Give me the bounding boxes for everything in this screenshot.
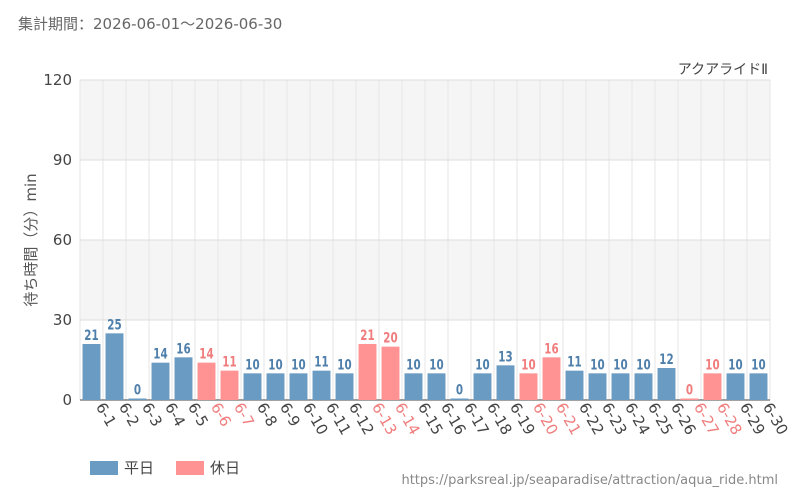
bar-value-label: 0: [134, 382, 141, 398]
bar-6-9: [266, 373, 285, 400]
legend-item-weekday[interactable]: 平日: [90, 457, 154, 478]
legend-swatch-weekday: [90, 460, 118, 475]
bar-value-label: 10: [705, 357, 719, 373]
bar-value-label: 10: [268, 357, 282, 373]
bar-6-2: [105, 333, 124, 400]
bar-6-28: [703, 373, 722, 400]
chart-title: アクアライドⅡ: [678, 62, 768, 78]
bar-6-3: [128, 398, 147, 400]
legend-swatch-holiday: [176, 460, 205, 475]
bar-6-19: [496, 365, 515, 400]
bar-6-14: [381, 346, 400, 400]
legend: 平日 休日: [90, 457, 240, 478]
legend-label-holiday: 休日: [210, 459, 241, 477]
bar-value-label: 10: [636, 357, 650, 373]
y-axis-label: 待ち時間（分）min: [22, 173, 40, 306]
bar-6-23: [588, 373, 607, 400]
bar-value-label: 10: [429, 357, 443, 373]
bar-6-30: [749, 373, 768, 400]
bar-6-15: [404, 373, 423, 400]
bar-value-label: 20: [383, 331, 397, 347]
x-tick-label: 6-2: [115, 400, 143, 430]
x-tick-label: 6-30: [759, 400, 792, 438]
bar-value-label: 16: [176, 341, 190, 357]
bar-6-24: [611, 373, 630, 400]
source-url[interactable]: https://parksreal.jp/seaparadise/attract…: [401, 473, 778, 488]
x-tick-label: 6-1: [92, 400, 120, 430]
period-label: 集計期間：2026-06-01～2026-06-30: [18, 15, 283, 33]
bar-6-20: [519, 373, 538, 400]
x-tick-label: 6-4: [161, 400, 189, 430]
x-tick-label: 6-3: [138, 400, 166, 430]
x-tick-label: 6-5: [184, 400, 212, 430]
bar-6-25: [634, 373, 653, 400]
bar-value-label: 10: [521, 357, 535, 373]
bar-6-7: [220, 370, 239, 400]
bar-value-label: 14: [153, 347, 167, 363]
x-tick-label: 6-8: [253, 400, 281, 430]
bar-6-11: [312, 370, 331, 400]
bar-value-label: 10: [590, 357, 604, 373]
bar-value-label: 0: [456, 382, 463, 398]
y-tick-label: 60: [53, 231, 72, 249]
bar-6-29: [726, 373, 745, 400]
y-tick-label: 90: [53, 151, 72, 169]
bar-value-label: 10: [245, 357, 259, 373]
y-tick-label: 30: [53, 311, 72, 329]
legend-item-holiday[interactable]: 休日: [176, 457, 240, 478]
bar-6-27: [680, 398, 699, 400]
bar-6-6: [197, 362, 216, 400]
bar-6-13: [358, 344, 377, 400]
bar-value-label: 16: [544, 341, 558, 357]
bar-value-label: 10: [728, 357, 742, 373]
bar-6-18: [473, 373, 492, 400]
legend-label-weekday: 平日: [124, 459, 155, 477]
y-tick-label: 120: [43, 71, 72, 89]
bar-value-label: 21: [84, 328, 98, 344]
bar-value-label: 11: [314, 355, 328, 371]
bar-6-26: [657, 368, 676, 400]
bar-6-12: [335, 373, 354, 400]
bar-6-22: [565, 370, 584, 400]
bar-6-10: [289, 373, 308, 400]
bar-6-17: [450, 398, 469, 400]
x-tick-label: 6-6: [207, 400, 235, 430]
bar-value-label: 11: [567, 355, 581, 371]
y-tick-label: 0: [62, 391, 72, 409]
bar-value-label: 10: [475, 357, 489, 373]
bar-6-4: [151, 362, 170, 400]
bar-6-1: [82, 344, 101, 400]
bar-value-label: 13: [498, 349, 512, 365]
bar-value-label: 12: [659, 352, 673, 368]
bar-6-16: [427, 373, 446, 400]
x-tick-label: 6-9: [276, 400, 304, 430]
bar-value-label: 14: [199, 347, 213, 363]
bar-value-label: 0: [686, 382, 693, 398]
bar-value-label: 10: [751, 357, 765, 373]
bar-value-label: 25: [107, 317, 121, 333]
bar-value-label: 10: [291, 357, 305, 373]
bar-value-label: 21: [360, 328, 374, 344]
bar-value-label: 10: [613, 357, 627, 373]
bar-value-label: 10: [406, 357, 420, 373]
x-tick-label: 6-7: [230, 400, 258, 430]
bar-value-label: 11: [222, 355, 236, 371]
bar-6-21: [542, 357, 561, 400]
bar-6-8: [243, 373, 262, 400]
bar-6-5: [174, 357, 193, 400]
bar-value-label: 10: [337, 357, 351, 373]
